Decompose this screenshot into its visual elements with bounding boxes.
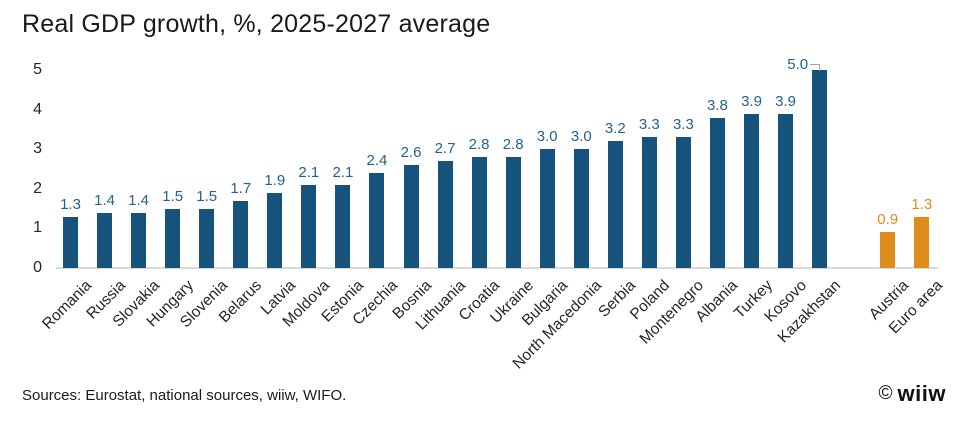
- bar-austria: [880, 232, 896, 268]
- bar-serbia: [607, 141, 623, 268]
- value-label-russia: 1.4: [94, 191, 115, 209]
- bar-romania: [63, 216, 78, 268]
- value-label-north-macedonia: 3.0: [570, 128, 592, 146]
- value-label-kosovo: 3.9: [775, 92, 796, 110]
- y-axis-tick-label-2: 2: [33, 179, 42, 197]
- value-label-estonia: 2.1: [332, 163, 354, 181]
- value-label-bosnia: 2.6: [400, 144, 422, 162]
- bar-kazakhstan: [812, 70, 828, 268]
- value-label-belarus: 1.7: [230, 179, 252, 197]
- bar-croatia: [471, 157, 487, 268]
- bar-estonia: [335, 184, 351, 268]
- copyright-icon: ©: [878, 383, 893, 404]
- bar-ukraine: [505, 157, 521, 268]
- bar-lithuania: [437, 161, 453, 268]
- value-label-romania: 1.3: [60, 195, 81, 213]
- bar-chart-plot-area: 0 1 2 3 4 5 1.3 Romania 1.4 Russia 1.4 Slovakia 1.5 H…: [33, 56, 946, 372]
- bar-euro-area: [914, 216, 930, 268]
- bar-albania: [709, 117, 725, 268]
- value-label-slovenia: 1.5: [196, 187, 218, 205]
- bar-belarus: [233, 200, 249, 268]
- bar-bosnia: [403, 165, 419, 268]
- y-axis-tick-label-5: 5: [33, 61, 42, 78]
- value-label-kazakhstan: 5.0: [787, 56, 809, 73]
- y-axis-tick-label-4: 4: [33, 100, 42, 118]
- value-label-euro-area: 1.3: [911, 195, 933, 213]
- value-label-bulgaria: 3.0: [536, 128, 558, 146]
- value-label-ukraine: 2.8: [502, 136, 524, 154]
- value-label-serbia: 3.2: [604, 120, 626, 138]
- bar-north-macedonia: [573, 149, 589, 268]
- value-label-slovakia: 1.4: [128, 191, 150, 209]
- chart-title: Real GDP growth, %, 2025-2027 average: [22, 10, 491, 38]
- bar-slovenia: [199, 208, 215, 268]
- bar-latvia: [267, 192, 283, 268]
- value-label-hungary: 1.5: [162, 187, 184, 205]
- y-axis-tick-label-3: 3: [33, 140, 42, 158]
- bar-russia: [97, 212, 113, 268]
- y-axis-tick-label-1: 1: [33, 219, 42, 237]
- value-label-latvia: 1.9: [264, 171, 286, 189]
- wiiw-logo-text: wiiw: [897, 381, 946, 406]
- value-label-montenegro: 3.3: [672, 116, 694, 134]
- value-label-lithuania: 2.7: [434, 140, 456, 158]
- chart-page: Real GDP growth, %, 2025-2027 average 0 1…: [22, 10, 946, 407]
- bar-bulgaria: [539, 149, 555, 268]
- value-label-turkey: 3.9: [741, 92, 762, 110]
- wiiw-logo: © wiiw: [879, 381, 946, 407]
- value-label-czechia: 2.4: [366, 151, 388, 169]
- y-axis-tick-label-0: 0: [33, 259, 42, 276]
- bar-kosovo: [778, 113, 794, 268]
- bar-hungary: [165, 208, 181, 268]
- value-label-moldova: 2.1: [298, 163, 320, 181]
- bar-slovakia: [131, 212, 147, 268]
- value-label-austria: 0.9: [877, 211, 899, 229]
- value-label-albania: 3.8: [707, 96, 728, 114]
- x-axis-line: [56, 267, 938, 269]
- value-label-poland: 3.3: [638, 116, 660, 134]
- value-label-leader-line: [809, 64, 820, 71]
- bar-poland: [641, 137, 657, 268]
- bar-montenegro: [675, 137, 691, 268]
- value-label-croatia: 2.8: [468, 136, 490, 154]
- sources-text: Sources: Eurostat, national sources, wii…: [22, 387, 347, 404]
- bar-moldova: [301, 184, 317, 268]
- bar-turkey: [744, 113, 759, 268]
- bar-czechia: [369, 172, 385, 268]
